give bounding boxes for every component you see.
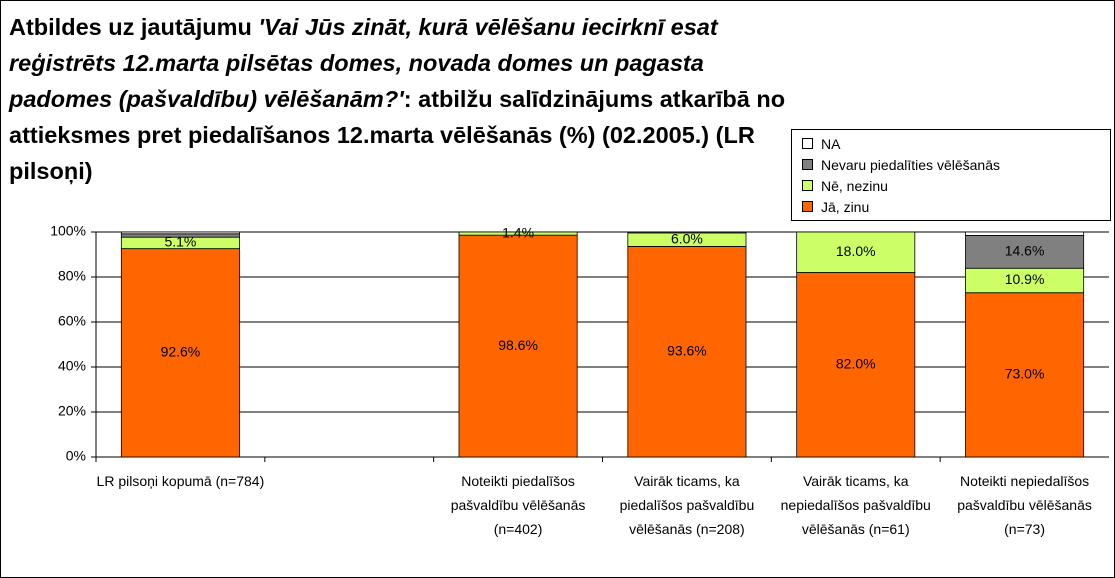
bar-segment: [965, 234, 1085, 269]
bar-segment: [796, 231, 916, 273]
x-tick-label: Vairāk ticams, ka nepiedalīšos pašvaldīb…: [780, 473, 931, 537]
bar-segment: [120, 233, 240, 238]
data-label: 6.0%: [671, 230, 703, 246]
legend-swatch: [802, 201, 813, 212]
title-part: : atbilžu salīdzinājums atkarībā no atti…: [9, 86, 786, 184]
bar-segment: [627, 231, 747, 234]
bar-segment: [965, 292, 1085, 458]
legend-item: NA: [792, 133, 1110, 154]
title-part: Atbildes uz jautājumu: [9, 14, 259, 40]
legend-label: Nē, nezinu: [821, 177, 888, 194]
legend-swatch: [802, 180, 813, 191]
legend-label: Jā, zinu: [821, 198, 870, 215]
legend-item: Nē, nezinu: [792, 175, 1110, 196]
legend-swatch: [802, 138, 813, 149]
data-label: 82.0%: [836, 355, 876, 371]
data-label: 1.4%: [502, 224, 534, 240]
y-tick-label: 80%: [58, 268, 86, 284]
legend: NA Nevaru piedalīties vēlēšanās Nē, nezinu…: [791, 129, 1111, 221]
data-label: 98.6%: [498, 337, 538, 353]
bar-segment: [120, 231, 240, 235]
chart-title: Atbildes uz jautājumu 'Vai Jūs zināt, ku…: [9, 9, 799, 189]
y-tick-label: 0%: [66, 448, 86, 464]
x-tick-label: LR pilsoņi kopumā (n=784): [96, 473, 265, 489]
bar-segment: [796, 272, 916, 458]
legend-label: Nevaru piedalīties vēlēšanās: [821, 156, 1000, 173]
y-tick-label: 100%: [50, 223, 86, 239]
bar-segment: [458, 234, 578, 458]
x-tick-label: Noteikti piedalīšos pašvaldību vēlēšanās…: [450, 473, 586, 537]
legend-swatch: [802, 159, 813, 170]
data-label: 14.6%: [1005, 243, 1045, 259]
data-label: 93.6%: [667, 342, 707, 358]
bar-segment: [627, 245, 747, 458]
y-tick-label: 60%: [58, 313, 86, 329]
bar-segment: [458, 231, 578, 236]
data-label: 92.6%: [161, 344, 201, 360]
data-label: 5.1%: [164, 234, 196, 250]
data-label: 10.9%: [1005, 271, 1045, 287]
legend-item: Jā, zinu: [792, 196, 1110, 217]
data-label: 18.0%: [836, 243, 876, 259]
data-label: 73.0%: [1005, 366, 1045, 382]
legend-label: NA: [821, 135, 841, 152]
title-part: 'Vai Jūs zināt, kurā vēlēšanu iecirknī e…: [9, 14, 718, 112]
y-tick-label: 40%: [58, 358, 86, 374]
x-tick-label: Vairāk ticams, ka piedalīšos pašvaldību …: [619, 473, 755, 537]
bar-segment: [965, 267, 1085, 294]
x-tick-label: Noteikti nepiedalīšos pašvaldību vēlēšan…: [957, 473, 1092, 537]
bar-segment: [120, 248, 240, 458]
bar-segment: [965, 231, 1085, 236]
legend-item: Nevaru piedalīties vēlēšanās: [792, 154, 1110, 175]
y-tick-label: 20%: [58, 403, 86, 419]
